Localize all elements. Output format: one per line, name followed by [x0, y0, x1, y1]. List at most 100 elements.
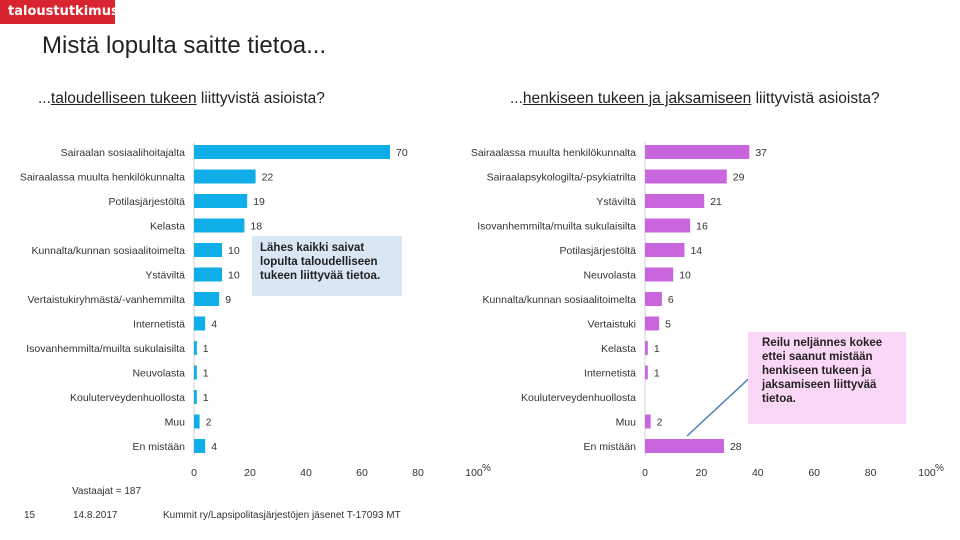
- right-bar: [645, 439, 724, 453]
- left-value-label: 10: [228, 245, 240, 257]
- left-bar: [194, 194, 248, 208]
- source-note: Kummit ry/Lapsipolitasjärjestöjen jäsene…: [163, 510, 401, 521]
- right-bar: [645, 316, 660, 331]
- right-value-label: 1: [654, 343, 660, 355]
- right-value-label: 29: [733, 172, 745, 184]
- right-category-label: En mistään: [583, 441, 636, 453]
- right-unit-label: %: [935, 463, 944, 474]
- left-category-label: En mistään: [132, 441, 185, 453]
- right-value-label: 37: [755, 147, 767, 159]
- right-value-label: 14: [690, 245, 702, 257]
- left-bar: [194, 145, 390, 159]
- right-bar: [645, 267, 674, 282]
- left-category-label: Kunnalta/kunnan sosiaalitoimelta: [31, 245, 185, 257]
- right-category-label: Kelasta: [601, 343, 636, 355]
- left-category-label: Kelasta: [150, 221, 185, 233]
- right-subtitle-underlined: henkiseen tukeen ja jaksamiseen: [522, 90, 752, 107]
- left-value-label: 1: [203, 392, 209, 404]
- left-value-label: 22: [262, 172, 274, 184]
- right-bar: [645, 292, 662, 306]
- right-tick-label: 20: [696, 467, 708, 479]
- left-bar: [194, 316, 206, 331]
- left-subtitle-underlined: taloudelliseen tukeen: [50, 90, 197, 107]
- right-bar: [645, 243, 685, 257]
- left-value-label: 2: [206, 417, 212, 429]
- left-category-label: Sairaalan sosiaalihoitajalta: [61, 147, 185, 159]
- left-value-label: 10: [228, 270, 240, 282]
- right-value-label: 2: [657, 417, 663, 429]
- left-bar: [194, 169, 256, 184]
- left-tick-label: 60: [356, 467, 368, 479]
- right-chart-subtitle: ...henkiseen tukeen ja jaksamiseen liitt…: [510, 90, 880, 108]
- left-category-label: Potilasjärjestöltä: [109, 196, 186, 208]
- left-chart-subtitle: ...taloudelliseen tukeen liittyvistä asi…: [38, 90, 325, 108]
- page-title: Mistä lopulta saitte tietoa...: [42, 32, 327, 59]
- left-category-label: Internetistä: [133, 319, 185, 331]
- left-value-label: 18: [250, 221, 262, 233]
- left-category-label: Vertaistukiryhmästä/-vanhemmilta: [27, 294, 185, 306]
- left-value-label: 9: [225, 294, 231, 306]
- right-value-label: 5: [665, 319, 671, 331]
- right-tick-label: 40: [752, 467, 764, 479]
- right-subtitle-suffix: liittyvistä asioista?: [751, 90, 880, 107]
- right-category-label: Muu: [616, 417, 637, 429]
- left-tick-label: 80: [412, 467, 424, 479]
- right-value-label: 6: [668, 294, 674, 306]
- left-category-label: Kouluterveydenhuollosta: [70, 392, 185, 404]
- left-bar: [194, 292, 220, 306]
- left-value-label: 70: [396, 147, 408, 159]
- right-value-label: 1: [654, 368, 660, 380]
- left-value-label: 4: [211, 319, 217, 331]
- left-subtitle-prefix: ...: [38, 90, 51, 107]
- right-tick-label: 0: [642, 467, 648, 479]
- brand-logo: taloustutkimus: [0, 0, 119, 24]
- left-bar: [194, 243, 222, 257]
- right-bar: [645, 145, 750, 159]
- right-category-label: Ystäviltä: [596, 196, 636, 208]
- respondent-count: Vastaajat = 187: [72, 486, 142, 497]
- left-value-label: 19: [253, 196, 265, 208]
- right-category-label: Kunnalta/kunnan sosiaalitoimelta: [482, 294, 636, 306]
- right-callout-pointer: [686, 370, 758, 437]
- left-value-label: 1: [203, 368, 209, 380]
- right-bar: [645, 414, 651, 429]
- right-tick-label: 80: [865, 467, 877, 479]
- right-category-label: Potilasjärjestöltä: [560, 245, 637, 257]
- right-category-label: Isovanhemmilta/muilta sukulaisilta: [477, 221, 636, 233]
- right-tick-label: 60: [808, 467, 820, 479]
- right-value-label: 28: [730, 441, 742, 453]
- right-bar: [645, 169, 727, 184]
- left-bar: [194, 390, 197, 404]
- left-bar: [194, 365, 197, 380]
- left-category-label: Muu: [165, 417, 186, 429]
- right-callout-note: Reilu neljännes kokee ettei saanut mistä…: [748, 332, 906, 424]
- left-bar: [194, 341, 197, 355]
- right-subtitle-prefix: ...: [510, 90, 523, 107]
- right-tick-label: 100: [918, 467, 936, 479]
- right-bar: [645, 365, 648, 380]
- left-tick-label: 100: [465, 467, 483, 479]
- right-value-label: 10: [679, 270, 691, 282]
- left-callout-note: Lähes kaikki saivat lopulta taloudellise…: [252, 236, 402, 296]
- left-value-label: 1: [203, 343, 209, 355]
- left-category-label: Ystäviltä: [145, 270, 185, 282]
- left-bar: [194, 218, 245, 233]
- right-bar: [645, 194, 705, 208]
- left-category-label: Sairaalassa muulta henkilökunnalta: [20, 172, 185, 184]
- left-category-label: Isovanhemmilta/muilta sukulaisilta: [26, 343, 185, 355]
- left-subtitle-suffix: liittyvistä asioista?: [196, 90, 325, 107]
- left-tick-label: 20: [244, 467, 256, 479]
- right-value-label: 21: [710, 196, 722, 208]
- right-category-label: Sairaalapsykologilta/-psykiatrilta: [487, 172, 637, 184]
- right-category-label: Neuvolasta: [583, 270, 636, 282]
- left-category-label: Neuvolasta: [132, 368, 185, 380]
- right-bar: [645, 218, 691, 233]
- right-category-label: Kouluterveydenhuollosta: [521, 392, 636, 404]
- left-unit-label: %: [482, 463, 491, 474]
- left-bar: [194, 267, 222, 282]
- left-bar: [194, 439, 206, 453]
- left-value-label: 4: [211, 441, 217, 453]
- left-bar: [194, 414, 200, 429]
- right-bar: [645, 341, 648, 355]
